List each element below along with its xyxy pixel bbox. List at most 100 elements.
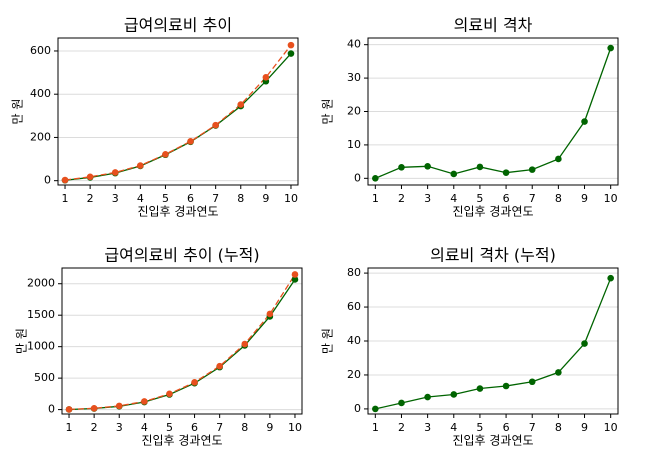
data-point <box>262 74 270 81</box>
x-tick-label: 10 <box>284 192 298 205</box>
x-tick-label: 4 <box>141 421 148 434</box>
x-axis-label: 진입후 경과연도 <box>137 205 218 219</box>
x-tick-label: 1 <box>66 421 73 434</box>
data-point <box>398 399 405 407</box>
x-tick-label: 3 <box>424 421 431 434</box>
y-tick-label: 0 <box>48 403 55 416</box>
data-point <box>287 50 295 57</box>
series-line <box>375 277 612 410</box>
y-tick-label: 400 <box>30 87 51 100</box>
x-tick-label: 2 <box>87 192 94 205</box>
y-tick-label: 1500 <box>27 308 55 321</box>
data-point <box>90 404 98 412</box>
x-tick-label: 6 <box>503 421 510 434</box>
data-point <box>476 385 484 392</box>
x-tick-label: 3 <box>424 192 431 205</box>
x-tick-label: 5 <box>162 192 169 205</box>
x-axis-label: 진입후 경과연도 <box>141 434 222 448</box>
chart-title: 의료비 격차 <box>454 16 533 35</box>
x-tick-label: 6 <box>187 192 194 205</box>
x-tick-label: 1 <box>372 192 379 205</box>
y-tick-label: 0 <box>354 402 361 415</box>
chart-title: 의료비 격차 (누적) <box>430 246 556 265</box>
data-point <box>450 391 458 398</box>
data-point <box>607 44 614 52</box>
x-tick-label: 8 <box>555 421 562 434</box>
x-tick-label: 6 <box>191 421 198 434</box>
data-point <box>581 340 588 347</box>
x-axis-label: 진입후 경과연도 <box>452 205 533 219</box>
y-tick-label: 0 <box>44 174 51 187</box>
data-point <box>162 151 169 158</box>
data-point <box>555 155 562 163</box>
y-tick-label: 20 <box>347 105 361 118</box>
data-point <box>212 121 219 129</box>
series-line <box>64 44 292 181</box>
data-point <box>266 310 274 318</box>
y-tick-label: 20 <box>347 368 361 381</box>
data-point <box>141 398 148 405</box>
x-tick-label: 9 <box>266 421 273 434</box>
x-tick-label: 10 <box>604 421 618 434</box>
x-tick-label: 4 <box>137 192 144 205</box>
data-point <box>287 41 295 49</box>
data-point <box>502 382 510 390</box>
plot-frame <box>367 37 619 186</box>
x-tick-label: 1 <box>372 421 379 434</box>
x-tick-label: 5 <box>476 421 483 434</box>
x-tick-label: 7 <box>216 421 223 434</box>
x-tick-label: 10 <box>604 192 618 205</box>
y-tick-label: 30 <box>347 71 361 84</box>
data-point <box>237 101 245 108</box>
series-line <box>69 279 296 411</box>
y-axis-label: 만 원 <box>321 99 335 125</box>
data-point <box>528 378 536 386</box>
x-tick-label: 1 <box>62 192 69 205</box>
x-tick-label: 5 <box>476 192 483 205</box>
series-line <box>64 53 292 181</box>
data-point <box>528 166 536 173</box>
data-point <box>398 163 405 171</box>
x-tick-label: 4 <box>450 192 457 205</box>
plot-frame <box>61 267 303 415</box>
data-point <box>372 175 379 182</box>
data-point <box>61 176 69 184</box>
data-point <box>65 406 73 413</box>
x-tick-label: 6 <box>503 192 510 205</box>
x-tick-label: 2 <box>91 421 98 434</box>
x-tick-label: 7 <box>529 421 536 434</box>
data-point <box>581 118 588 125</box>
y-tick-label: 40 <box>347 38 361 51</box>
y-tick-label: 80 <box>347 266 361 279</box>
y-tick-label: 200 <box>30 130 51 143</box>
x-tick-label: 4 <box>450 421 457 434</box>
y-tick-label: 0 <box>354 171 361 184</box>
data-point <box>372 405 379 413</box>
data-point <box>555 369 562 376</box>
y-tick-label: 40 <box>347 334 361 347</box>
x-tick-label: 7 <box>529 192 536 205</box>
x-tick-label: 3 <box>116 421 123 434</box>
plot-frame <box>57 37 299 186</box>
data-point <box>166 390 173 398</box>
y-axis-label: 만 원 <box>15 328 29 354</box>
data-point <box>291 276 299 283</box>
data-point <box>607 274 614 282</box>
x-tick-label: 2 <box>398 421 405 434</box>
x-tick-label: 5 <box>166 421 173 434</box>
data-point <box>424 162 431 170</box>
y-tick-label: 1000 <box>27 340 55 353</box>
y-axis-label: 만 원 <box>11 99 25 125</box>
data-point <box>137 162 144 169</box>
data-point <box>111 169 119 176</box>
x-tick-label: 3 <box>112 192 119 205</box>
y-tick-label: 10 <box>347 138 361 151</box>
chart-title: 급여의료비 추이 <box>124 16 232 35</box>
plot-frame <box>367 267 619 415</box>
chart-title: 급여의료비 추이 (누적) <box>104 246 259 265</box>
x-axis-label: 진입후 경과연도 <box>452 434 533 448</box>
y-axis-label: 만 원 <box>321 328 335 354</box>
data-point <box>86 173 94 181</box>
x-tick-label: 8 <box>241 421 248 434</box>
